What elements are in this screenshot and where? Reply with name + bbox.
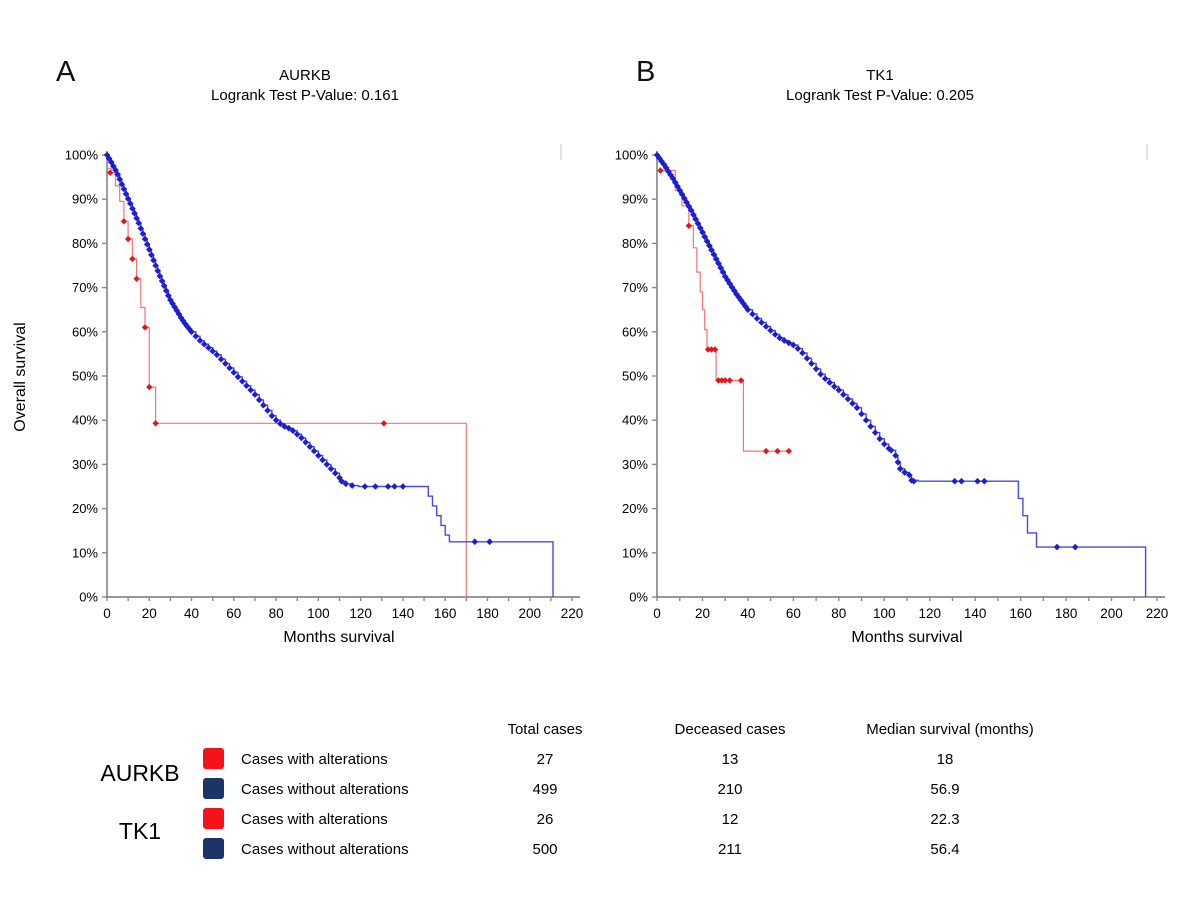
chart-subtitle-logrank-a: Logrank Test P-Value: 0.161 <box>211 87 399 104</box>
svg-text:60%: 60% <box>622 324 648 339</box>
cell-total: 499 <box>532 781 558 798</box>
gene-label-tk1: TK1 <box>118 818 162 844</box>
svg-text:20: 20 <box>695 606 710 621</box>
svg-text:50%: 50% <box>72 369 98 384</box>
cell-total: 500 <box>532 841 558 858</box>
svg-text:220: 220 <box>561 606 584 621</box>
stray-mark <box>560 144 562 160</box>
col-header-median-survival: Median survival (months) <box>866 721 1034 738</box>
svg-text:90%: 90% <box>622 192 648 207</box>
svg-text:180: 180 <box>476 606 499 621</box>
svg-text:160: 160 <box>1009 606 1032 621</box>
x-axis-title-a: Months survival <box>283 629 395 646</box>
svg-text:30%: 30% <box>72 457 98 472</box>
cell-total: 26 <box>536 811 554 828</box>
svg-text:20%: 20% <box>72 501 98 516</box>
svg-text:100: 100 <box>307 606 330 621</box>
svg-text:0: 0 <box>103 606 111 621</box>
svg-text:20: 20 <box>142 606 157 621</box>
legend-label: Cases with alterations <box>241 751 388 768</box>
svg-text:0%: 0% <box>629 590 648 605</box>
legend-label: Cases without alterations <box>241 841 409 858</box>
y-axis-title: Overall survival <box>12 322 29 432</box>
svg-text:0%: 0% <box>79 590 98 605</box>
chart-title-gene-b: TK1 <box>866 67 894 84</box>
svg-text:80: 80 <box>831 606 846 621</box>
svg-text:70%: 70% <box>622 280 648 295</box>
svg-text:200: 200 <box>518 606 541 621</box>
svg-text:60: 60 <box>786 606 801 621</box>
svg-text:90%: 90% <box>72 192 98 207</box>
svg-text:180: 180 <box>1055 606 1078 621</box>
legend-swatch-red <box>203 808 224 829</box>
svg-text:60: 60 <box>226 606 241 621</box>
km-plot-aurkb: 0 20 40 60 80 100 120 140 160 180 200 220 0% 10% 20% 30… <box>65 148 584 622</box>
cell-median: 22.3 <box>930 811 960 828</box>
gene-label-aurkb: AURKB <box>100 760 180 786</box>
cell-deceased: 210 <box>717 781 743 798</box>
cell-median: 18 <box>936 751 954 768</box>
legend-label: Cases with alterations <box>241 811 388 828</box>
svg-text:40: 40 <box>740 606 755 621</box>
cell-total: 27 <box>536 751 554 768</box>
chart-title-tk1: TK1 Logrank Test P-Value: 0.205 <box>680 66 1080 106</box>
svg-text:80%: 80% <box>72 236 98 251</box>
cell-deceased: 12 <box>721 811 739 828</box>
svg-text:120: 120 <box>349 606 372 621</box>
svg-text:60%: 60% <box>72 324 98 339</box>
svg-text:200: 200 <box>1100 606 1123 621</box>
col-header-deceased-cases: Deceased cases <box>674 721 786 738</box>
col-header-total-cases: Total cases <box>507 721 583 738</box>
svg-text:30%: 30% <box>622 457 648 472</box>
svg-text:120: 120 <box>918 606 941 621</box>
svg-text:100%: 100% <box>615 148 649 163</box>
svg-text:100%: 100% <box>65 148 99 163</box>
svg-text:140: 140 <box>392 606 415 621</box>
legend-swatch-red <box>203 748 224 769</box>
chart-subtitle-logrank-b: Logrank Test P-Value: 0.205 <box>786 87 974 104</box>
svg-text:20%: 20% <box>622 501 648 516</box>
svg-text:0: 0 <box>653 606 661 621</box>
svg-text:80: 80 <box>269 606 284 621</box>
svg-text:100: 100 <box>873 606 896 621</box>
svg-text:160: 160 <box>434 606 457 621</box>
svg-text:50%: 50% <box>622 369 648 384</box>
chart-title-gene-a: AURKB <box>279 67 331 84</box>
svg-text:80%: 80% <box>622 236 648 251</box>
km-plot-tk1: 0 20 40 60 80 100 120 140 160 180 200 220 0% 10% 20% 30… <box>615 148 1169 622</box>
legend-label: Cases without alterations <box>241 781 409 798</box>
svg-text:10%: 10% <box>622 545 648 560</box>
chart-title-aurkb: AURKB Logrank Test P-Value: 0.161 <box>105 66 505 106</box>
x-axis-title-b: Months survival <box>851 629 963 646</box>
svg-text:40: 40 <box>184 606 199 621</box>
svg-text:40%: 40% <box>72 413 98 428</box>
panel-label-b: B <box>636 56 656 88</box>
cell-median: 56.4 <box>930 841 960 858</box>
svg-text:220: 220 <box>1146 606 1169 621</box>
svg-text:70%: 70% <box>72 280 98 295</box>
panel-label-a: A <box>56 56 76 88</box>
cell-deceased: 13 <box>721 751 739 768</box>
cell-deceased: 211 <box>718 841 742 858</box>
legend-swatch-navy <box>203 778 224 799</box>
svg-text:140: 140 <box>964 606 987 621</box>
legend-swatch-navy <box>203 838 224 859</box>
stray-mark <box>1146 144 1148 160</box>
cell-median: 56.9 <box>930 781 960 798</box>
svg-text:10%: 10% <box>72 545 98 560</box>
svg-text:40%: 40% <box>622 413 648 428</box>
